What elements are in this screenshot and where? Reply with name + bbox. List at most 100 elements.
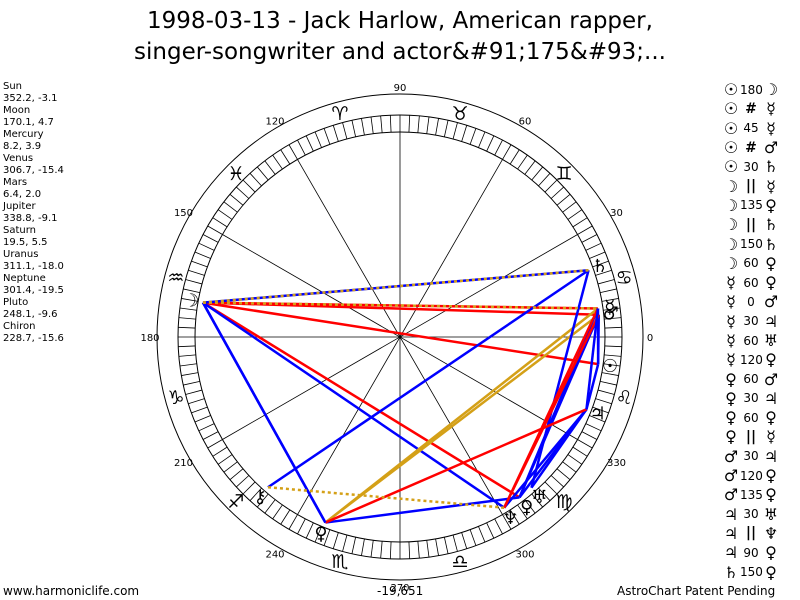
aspect-line-dotted	[202, 268, 589, 304]
zodiac-sign-glyph: ♑	[167, 387, 184, 409]
degree-tick	[305, 135, 314, 152]
degree-tick	[314, 131, 322, 148]
aspect-planet-1: ☉	[723, 99, 739, 119]
aspect-planet-1: ☉	[723, 80, 739, 100]
aspect-planet-2: ♂	[763, 369, 779, 389]
degree-tick	[217, 454, 233, 465]
planet-name: Venus	[3, 153, 34, 164]
degree-label: 60	[519, 116, 532, 127]
planet-glyphs: ☉☽ ☿♀♂♃♄♅♆♀⚷	[183, 256, 619, 544]
degree-tick	[426, 540, 430, 558]
aspect-value: 120	[740, 468, 763, 483]
degree-tick	[408, 541, 411, 559]
degree-tick	[242, 179, 256, 193]
degree-tick	[589, 415, 606, 423]
degree-tick	[556, 468, 571, 481]
degree-tick	[567, 209, 583, 220]
aspect-planet-1: ☽	[723, 234, 739, 254]
degree-label: 30	[610, 208, 623, 219]
aspect-row: ☉ # ☿	[722, 99, 780, 118]
degree-tick	[185, 279, 203, 285]
aspect-row: ♃ || ♆	[722, 524, 780, 543]
degree-label: 0	[647, 333, 653, 344]
degree-tick	[452, 534, 458, 552]
aspect-value: 90	[743, 545, 759, 560]
aspect-line	[202, 301, 599, 316]
degree-tick	[589, 251, 606, 259]
aspect-value: 60	[743, 410, 759, 425]
aspect-planet-2: ♀	[765, 350, 777, 370]
degree-tick	[435, 118, 439, 136]
aspect-row: ♂ 120 ♀	[722, 466, 780, 485]
planet-name: Chiron	[3, 321, 36, 332]
tick-ring-outer	[177, 114, 623, 560]
degree-tick	[242, 481, 256, 495]
zodiac-sign-glyph: ♊	[556, 163, 573, 185]
degree-tick	[502, 144, 512, 160]
degree-tick	[600, 288, 617, 294]
degree-tick	[600, 380, 617, 386]
aspect-planet-1: ☿	[726, 350, 736, 370]
degree-tick	[562, 201, 577, 213]
degree-tick	[194, 251, 211, 259]
degree-tick	[178, 354, 196, 357]
degree-tick	[314, 526, 322, 543]
degree-tick	[181, 372, 199, 376]
zodiac-sign-glyph: ♏	[331, 551, 348, 573]
aspect-row: ☉ 30 ♄	[722, 157, 780, 176]
degree-tick	[207, 439, 223, 449]
degree-tick	[572, 446, 588, 457]
degree-tick	[256, 493, 269, 508]
aspect-planet-2: ♀	[765, 562, 777, 582]
degree-tick	[494, 139, 503, 156]
degree-tick	[229, 193, 244, 206]
aspect-planet-2: ☿	[766, 427, 776, 447]
planet-glyph-mars: ♂	[603, 303, 619, 324]
aspect-planet-1: ♀	[725, 369, 737, 389]
degree-label: 300	[515, 550, 534, 561]
degree-tick	[202, 431, 219, 440]
planet-glyph-venus: ♀	[520, 497, 533, 518]
planet-glyph-moon: ☽	[183, 291, 199, 312]
degree-tick	[342, 122, 348, 140]
degree-tick	[380, 115, 383, 133]
aspect-lines	[201, 268, 601, 524]
degree-tick	[202, 234, 219, 243]
planet-glyph-pluto: ♀	[314, 524, 327, 545]
degree-tick	[370, 540, 374, 558]
degree-tick	[256, 166, 269, 181]
degree-label: 90	[394, 83, 407, 94]
degree-tick	[188, 398, 205, 405]
degree-tick	[207, 225, 223, 235]
degree-tick	[178, 345, 196, 348]
aspect-planet-1: ♂	[723, 446, 739, 466]
aspect-planet-2: ♄	[763, 215, 779, 235]
planet-coords: 170.1, 4.7	[3, 117, 54, 128]
degree-tick	[194, 415, 211, 423]
aspect-planet-2: ♄	[763, 234, 779, 254]
aspect-row: ☿ 60 ♅	[722, 331, 780, 350]
degree-tick	[592, 260, 609, 268]
degree-tick	[550, 186, 564, 199]
aspect-line	[202, 301, 599, 366]
degree-tick	[332, 125, 339, 142]
aspect-planet-1: ♂	[723, 466, 739, 486]
aspect-planet-1: ☉	[723, 138, 739, 158]
aspect-planet-1: ♀	[725, 388, 737, 408]
planet-glyph-uranus: ♅	[531, 487, 547, 508]
degree-tick	[603, 363, 621, 367]
planet-glyph-sun: ☉	[602, 356, 618, 377]
aspect-row: ♃ 90 ♀	[722, 543, 780, 562]
degree-tick	[342, 534, 348, 552]
planet-glyph-saturn: ♄	[592, 256, 608, 277]
degree-tick	[443, 120, 449, 137]
degree-tick	[592, 406, 609, 414]
aspect-planet-1: ☽	[723, 215, 739, 235]
planet-coords: 301.4, -19.5	[3, 285, 64, 296]
aspect-planet-2: ♄	[763, 157, 779, 177]
aspect-planet-1: ♀	[725, 427, 737, 447]
degree-tick	[544, 179, 558, 193]
aspect-planet-1: ☽	[723, 195, 739, 215]
degree-tick	[478, 526, 486, 543]
aspect-planet-2: ☽	[763, 80, 779, 100]
